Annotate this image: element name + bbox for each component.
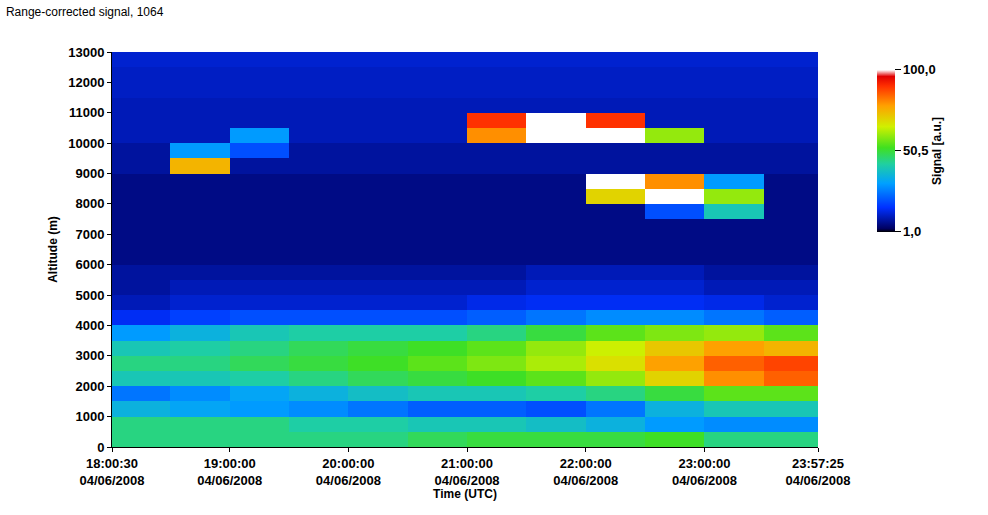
svg-text:3000: 3000 [75, 348, 104, 363]
svg-text:100,0: 100,0 [903, 62, 936, 77]
svg-text:23:57:2504/06/2008: 23:57:2504/06/2008 [785, 456, 850, 488]
svg-text:Signal [a.u.]: Signal [a.u.] [930, 117, 944, 185]
svg-text:20:00:0004/06/2008: 20:00:0004/06/2008 [316, 456, 381, 488]
svg-text:4000: 4000 [75, 318, 104, 333]
svg-text:9000: 9000 [75, 166, 104, 181]
svg-text:10000: 10000 [68, 136, 104, 151]
svg-text:13000: 13000 [68, 45, 104, 60]
svg-text:Altitude (m): Altitude (m) [46, 216, 60, 283]
svg-text:22:00:0004/06/2008: 22:00:0004/06/2008 [553, 456, 618, 488]
svg-text:18:00:3004/06/2008: 18:00:3004/06/2008 [79, 456, 144, 488]
svg-text:23:00:0004/06/2008: 23:00:0004/06/2008 [672, 456, 737, 488]
svg-text:8000: 8000 [75, 196, 104, 211]
svg-text:6000: 6000 [75, 257, 104, 272]
svg-text:0: 0 [97, 440, 104, 455]
svg-text:21:00:0004/06/2008: 21:00:0004/06/2008 [435, 456, 500, 488]
svg-text:7000: 7000 [75, 227, 104, 242]
svg-text:1000: 1000 [75, 409, 104, 424]
svg-text:Time (UTC): Time (UTC) [433, 488, 497, 502]
svg-text:1,0: 1,0 [903, 224, 921, 239]
svg-text:50,5: 50,5 [903, 143, 928, 158]
svg-text:2000: 2000 [75, 379, 104, 394]
svg-text:19:00:0004/06/2008: 19:00:0004/06/2008 [197, 456, 262, 488]
svg-text:5000: 5000 [75, 288, 104, 303]
svg-text:12000: 12000 [68, 75, 104, 90]
svg-text:Range-corrected signal, 1064: Range-corrected signal, 1064 [6, 5, 164, 19]
svg-text:11000: 11000 [69, 105, 104, 120]
